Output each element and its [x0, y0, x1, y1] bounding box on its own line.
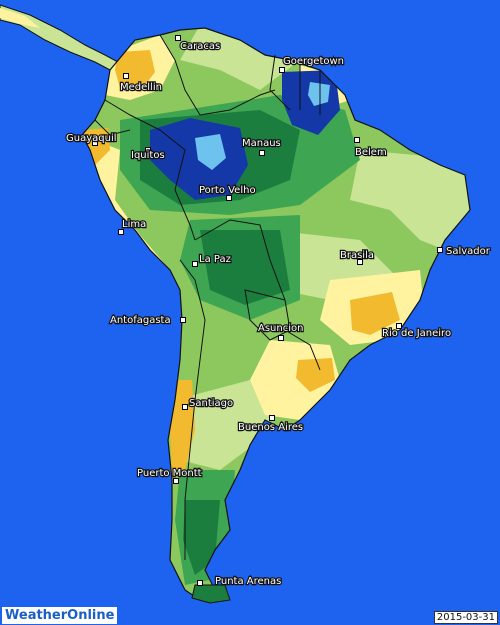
coastline	[81, 27, 471, 601]
city-dot-goergetown	[279, 67, 285, 73]
border-brazil-bolivia	[194, 219, 286, 301]
city-label-la-paz: La Paz	[199, 254, 231, 265]
border-argentina-chile	[184, 319, 206, 560]
city-goergetown: Goergetown	[279, 55, 345, 73]
brand-online: Online	[67, 608, 115, 623]
city-label-lima: Lima	[122, 219, 146, 230]
city-dot-medellin	[123, 73, 129, 79]
city-label-medellin: Medellin	[120, 82, 162, 93]
map-date: 2015-03-31	[433, 611, 498, 624]
city-dot-rio-de-janeiro	[396, 323, 402, 329]
city-label-manaus: Manaus	[242, 138, 281, 149]
city-label-punta-arenas: Punta Arenas	[215, 576, 281, 587]
city-dot-asuncion	[278, 335, 284, 341]
city-belem: Belem	[354, 137, 388, 159]
city-markers: Caracas Medellin Goergetown Guayaquil Iquito…	[65, 35, 492, 588]
city-puerto-montt: Puerto Montt	[136, 467, 203, 484]
city-caracas: Caracas	[175, 35, 221, 53]
city-label-belem: Belem	[355, 147, 387, 158]
city-label-antofagasta: Antofagasta	[110, 315, 171, 326]
city-label-santiago: Santiago	[189, 398, 233, 409]
city-porto-velho: Porto Velho	[198, 184, 257, 201]
city-dot-punta-arenas	[197, 580, 203, 586]
city-asuncion: Asuncion	[257, 322, 305, 341]
border-peru-brazil	[174, 149, 196, 241]
zone-very-wet-patagonia	[183, 500, 220, 575]
city-label-rio-de-janeiro: Rio de Janeiro	[382, 328, 451, 339]
city-dot-manaus	[259, 150, 265, 156]
city-label-guayaquil: Guayaquil	[66, 133, 117, 144]
city-dot-puerto-montt	[173, 478, 179, 484]
zone-extreme-wet-core-amazon	[195, 134, 226, 170]
city-santiago: Santiago	[182, 397, 234, 410]
central-america-dry	[0, 8, 40, 28]
city-dot-antofagasta	[180, 317, 186, 323]
city-rio-de-janeiro: Rio de Janeiro	[381, 323, 452, 340]
city-antofagasta: Antofagasta	[109, 314, 186, 327]
city-label-asuncion: Asuncion	[258, 323, 303, 334]
city-dot-buenos-aires	[269, 415, 275, 421]
weatheronline-logo[interactable]: WeatherOnline	[2, 607, 118, 624]
border-guianas	[269, 54, 321, 115]
zone-very-wet-bolivia	[200, 230, 290, 305]
city-punta-arenas: Punta Arenas	[197, 575, 283, 588]
city-dot-guayaquil	[92, 140, 98, 146]
city-brasila: Brasila	[339, 249, 375, 265]
city-lima: Lima	[118, 218, 147, 235]
zone-normal-light-east	[350, 150, 470, 260]
city-dot-iquitos	[145, 147, 151, 153]
city-label-caracas: Caracas	[180, 41, 220, 52]
city-buenos-aires: Buenos Aires	[237, 415, 304, 434]
zone-very-dry-brazil	[350, 292, 400, 335]
city-label-brasila: Brasila	[340, 250, 374, 261]
zone-normal-light-south	[175, 380, 280, 470]
city-dot-caracas	[175, 35, 181, 41]
tierra-del-fuego	[191, 584, 231, 604]
border-ecuador-peru	[94, 119, 131, 136]
city-label-buenos-aires: Buenos Aires	[238, 422, 303, 433]
city-dot-santiago	[182, 404, 188, 410]
zone-very-dry-chile	[170, 380, 195, 480]
city-dot-brasila	[357, 259, 363, 265]
zone-extreme-wet-core-guiana	[308, 82, 330, 106]
city-la-paz: La Paz	[192, 253, 232, 267]
country-borders	[94, 34, 321, 560]
city-iquitos: Iquitos	[130, 147, 166, 162]
city-label-iquitos: Iquitos	[131, 150, 165, 161]
brand-weather: Weather	[5, 608, 68, 623]
city-dot-belem	[354, 137, 360, 143]
border-colombia-peru	[104, 99, 186, 151]
city-label-salvador: Salvador	[446, 246, 491, 257]
city-manaus: Manaus	[241, 137, 282, 156]
city-dot-lima	[118, 229, 124, 235]
border-colombia-venezuela	[159, 34, 201, 116]
city-label-porto-velho: Porto Velho	[199, 185, 256, 196]
city-label-puerto-montt: Puerto Montt	[137, 468, 202, 479]
city-dot-la-paz	[192, 261, 198, 267]
city-salvador: Salvador	[437, 245, 492, 258]
city-label-goergetown: Goergetown	[283, 56, 344, 67]
city-dot-salvador	[437, 247, 443, 253]
border-venezuela-brazil	[199, 89, 276, 116]
zone-very-dry-colombia	[115, 50, 155, 92]
city-medellin: Medellin	[119, 73, 163, 94]
city-dot-porto-velho	[226, 195, 232, 201]
border-argentina-brazil	[284, 329, 321, 371]
city-guayaquil: Guayaquil	[65, 132, 118, 146]
border-bolivia-chile	[179, 259, 206, 321]
zone-very-dry-uruguay	[296, 358, 335, 392]
